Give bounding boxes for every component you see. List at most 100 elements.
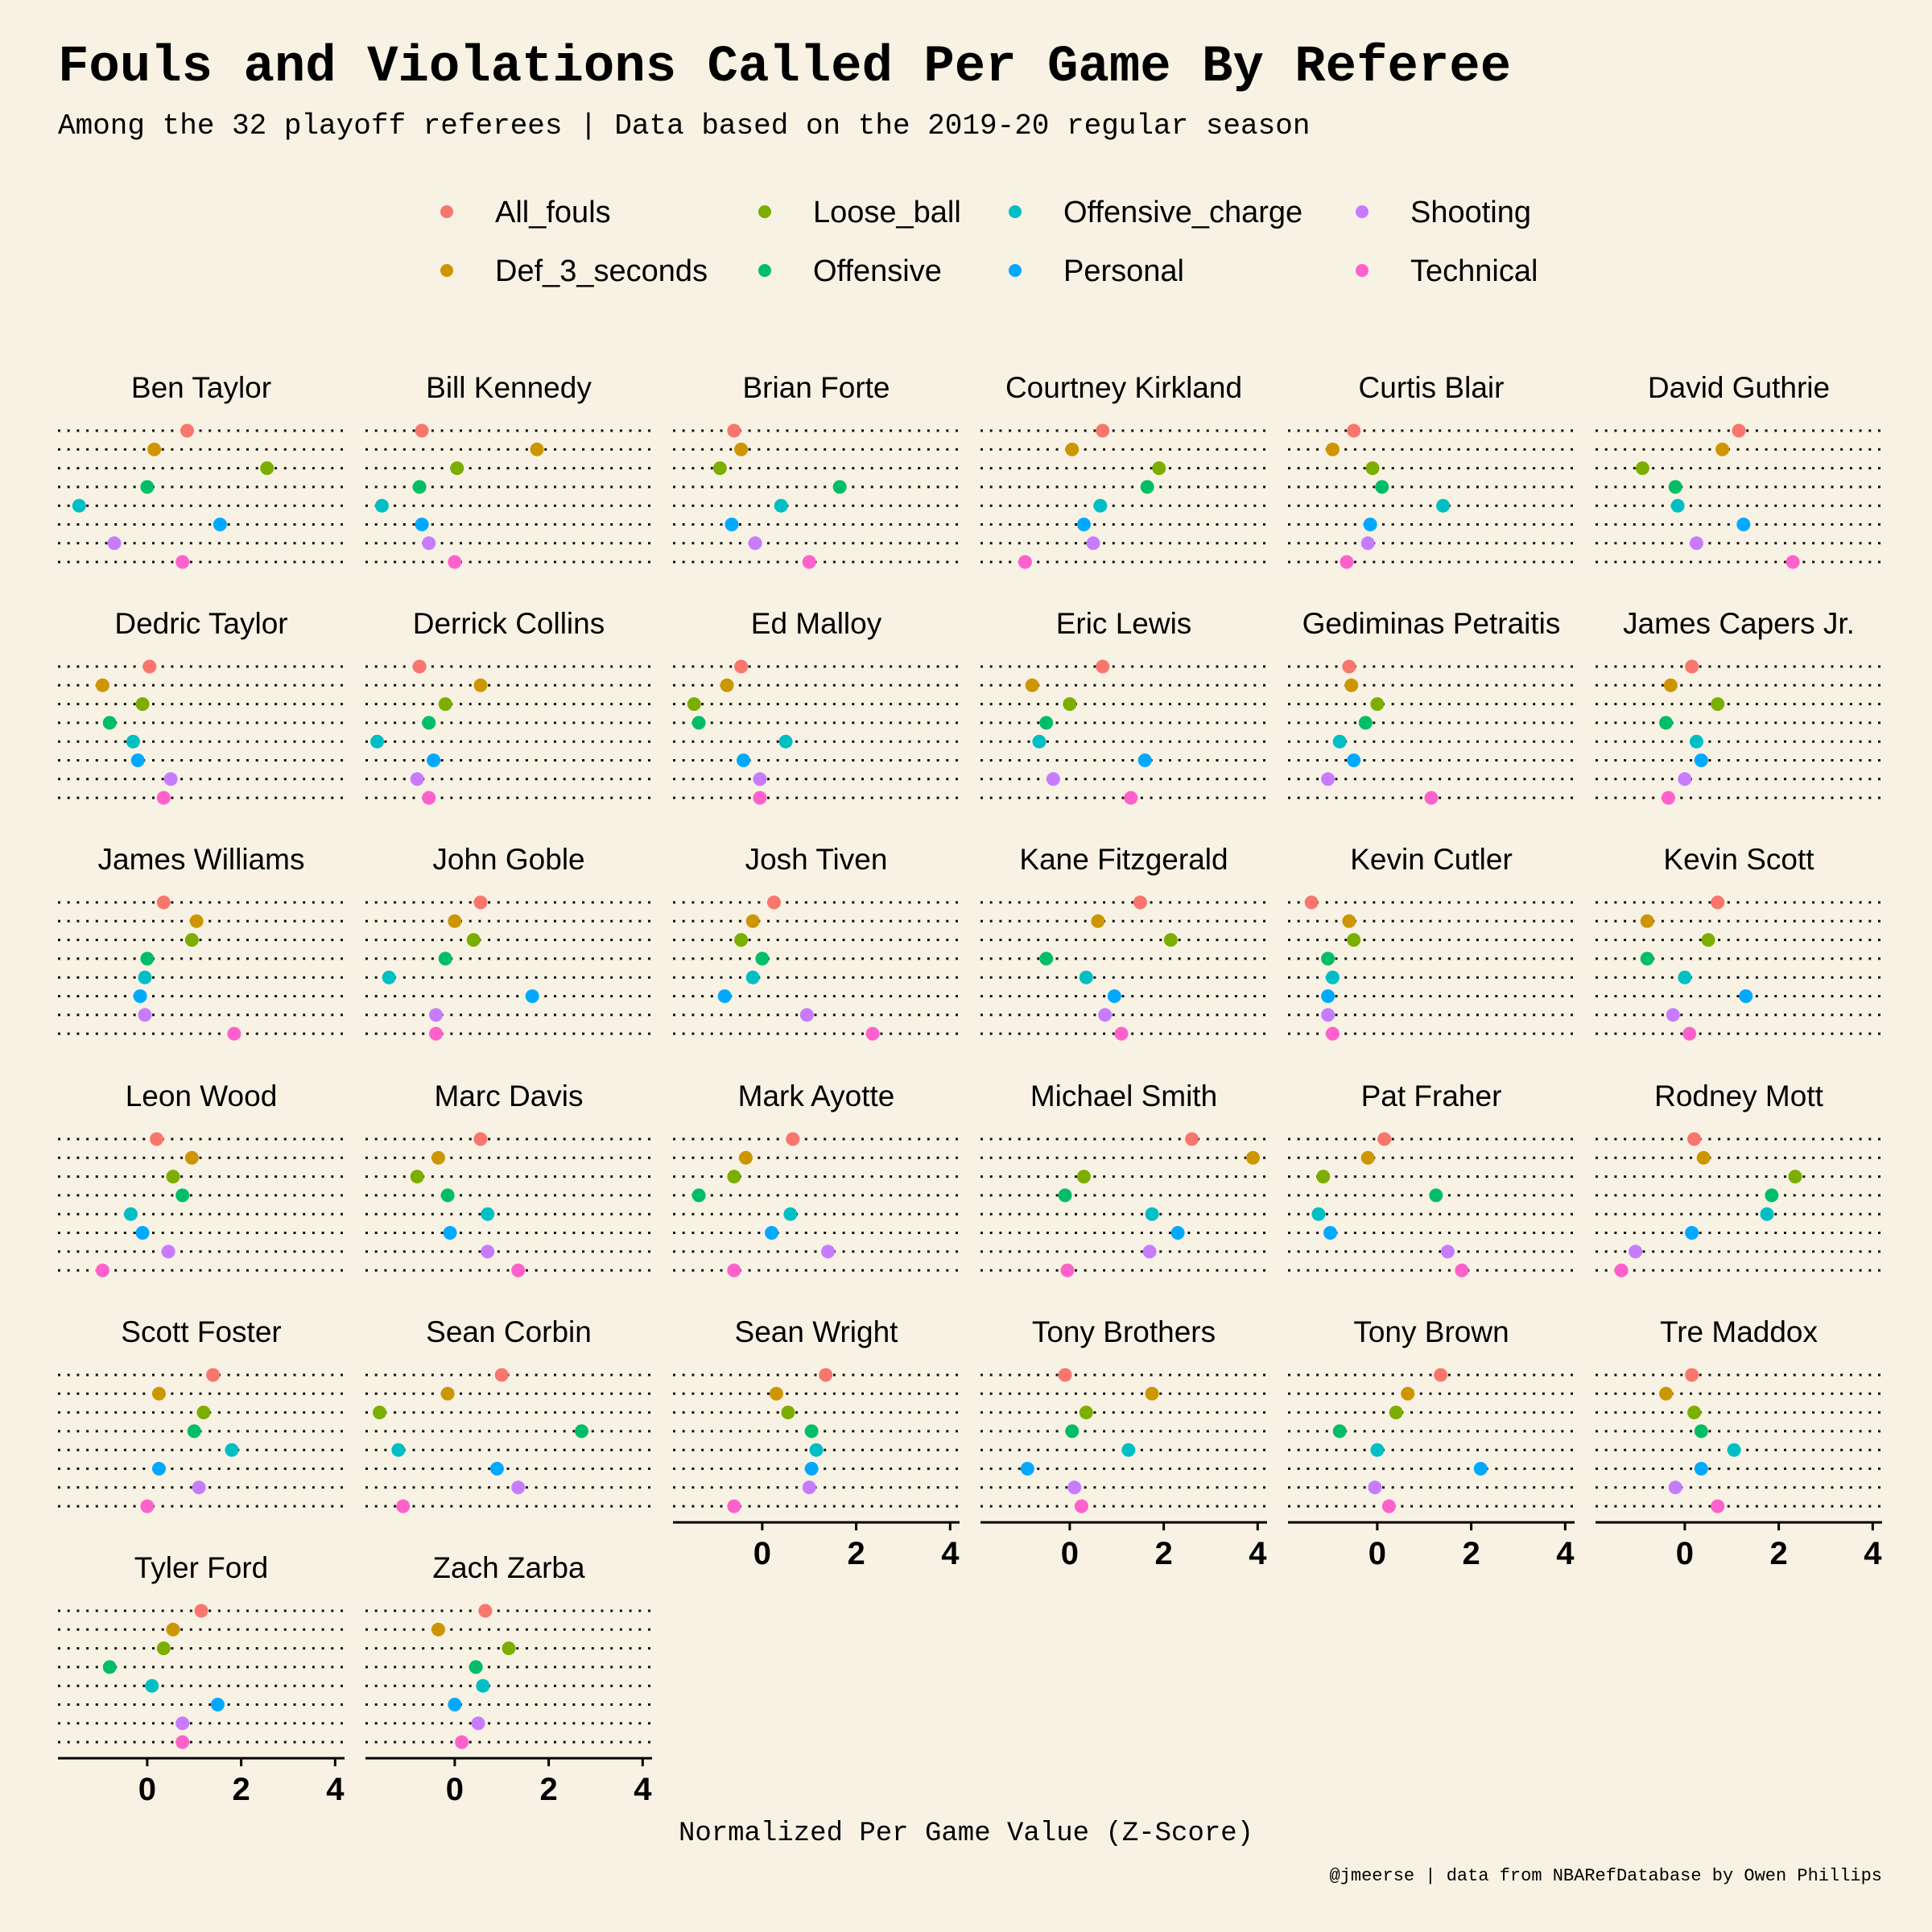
- legend-label: Offensive_charge: [1063, 196, 1302, 229]
- point-offensive-charge: [391, 1443, 406, 1457]
- facet-title: Scott Foster: [121, 1315, 281, 1348]
- point-def-3-seconds: [448, 914, 462, 928]
- facet-panel: Leon Wood: [58, 1080, 345, 1278]
- point-loose-ball: [1389, 1406, 1403, 1420]
- point-all-fouls: [194, 1604, 208, 1618]
- x-tick-label: 0: [446, 1772, 464, 1807]
- point-technical: [175, 555, 190, 569]
- facet-panel: Tony Brown 0 2 4: [1288, 1315, 1575, 1571]
- facet-panel: Josh Tiven: [673, 843, 960, 1041]
- point-personal: [213, 518, 227, 531]
- point-personal: [135, 1226, 150, 1240]
- facet-panel: Curtis Blair: [1288, 371, 1575, 569]
- point-loose-ball: [156, 1641, 171, 1656]
- point-loose-ball: [260, 461, 275, 476]
- point-def-3-seconds: [1640, 914, 1654, 928]
- point-offensive: [140, 480, 155, 494]
- facet-title: Tony Brothers: [1032, 1315, 1216, 1348]
- point-shooting: [481, 1245, 495, 1259]
- point-offensive-charge: [126, 734, 140, 749]
- point-personal: [717, 989, 732, 1003]
- point-def-3-seconds: [431, 1622, 445, 1637]
- facet-title: Dedric Taylor: [114, 607, 287, 640]
- facet-panel: Marc Davis: [365, 1080, 652, 1278]
- facet-panel: Tre Maddox 0 2 4: [1596, 1315, 1882, 1571]
- point-personal: [427, 753, 441, 767]
- facet-title: Bill Kennedy: [426, 371, 592, 404]
- facet-title: Kane Fitzgerald: [1019, 843, 1228, 876]
- point-all-fouls: [1347, 423, 1361, 438]
- point-def-3-seconds: [431, 1150, 445, 1165]
- point-technical: [1661, 791, 1675, 805]
- point-technical: [1682, 1026, 1697, 1041]
- point-shooting: [138, 1008, 152, 1022]
- facet-title: Zach Zarba: [432, 1551, 585, 1584]
- point-personal: [1137, 753, 1152, 767]
- facet-title: Derrick Collins: [413, 607, 605, 640]
- point-offensive: [1375, 480, 1389, 494]
- facet-panel: Ben Taylor: [58, 371, 345, 569]
- point-offensive-charge: [809, 1443, 824, 1457]
- point-offensive: [1694, 1424, 1708, 1439]
- facet-panel: John Goble: [365, 843, 652, 1041]
- point-offensive: [1321, 952, 1335, 966]
- point-offensive: [1058, 1188, 1072, 1203]
- point-def-3-seconds: [734, 442, 749, 456]
- point-shooting: [1321, 1008, 1335, 1022]
- point-offensive-charge: [1093, 498, 1108, 513]
- facet-panel: Kevin Cutler: [1288, 843, 1575, 1041]
- caption: @jmeerse | data from NBARefDatabase by O…: [1329, 1866, 1882, 1886]
- point-def-3-seconds: [440, 1386, 455, 1401]
- x-tick-label: 4: [941, 1536, 960, 1571]
- point-personal: [1739, 989, 1753, 1003]
- facet-title: Rodney Mott: [1654, 1080, 1823, 1113]
- point-def-3-seconds: [95, 678, 109, 692]
- point-shooting: [802, 1480, 816, 1495]
- point-def-3-seconds: [1325, 442, 1340, 456]
- point-technical: [422, 791, 436, 805]
- point-offensive: [691, 716, 706, 730]
- facet-title: John Goble: [432, 843, 584, 876]
- facet-panel: Dedric Taylor: [58, 607, 345, 805]
- point-personal: [443, 1226, 457, 1240]
- point-shooting: [175, 1716, 190, 1731]
- point-technical: [1114, 1026, 1129, 1041]
- legend-label: Technical: [1410, 254, 1538, 288]
- facet-panel: Derrick Collins: [365, 607, 652, 805]
- legend-marker-offensive-charge: [1009, 205, 1022, 218]
- facet-panel: Mark Ayotte: [673, 1080, 960, 1278]
- point-shooting: [107, 536, 122, 551]
- point-all-fouls: [1185, 1132, 1199, 1146]
- point-shooting: [1440, 1245, 1455, 1259]
- point-shooting: [1142, 1245, 1157, 1259]
- point-loose-ball: [373, 1406, 387, 1420]
- x-tick-label: 0: [1676, 1536, 1694, 1571]
- point-technical: [1124, 791, 1138, 805]
- point-offensive-charge: [1332, 734, 1347, 749]
- point-technical: [175, 1735, 190, 1749]
- point-offensive-charge: [1760, 1207, 1774, 1221]
- point-def-3-seconds: [1065, 442, 1080, 456]
- point-offensive: [469, 1660, 483, 1674]
- facet-panel: Kevin Scott: [1596, 843, 1882, 1041]
- facet-title: Curtis Blair: [1359, 371, 1505, 404]
- point-personal: [804, 1462, 819, 1476]
- point-loose-ball: [184, 933, 199, 947]
- point-technical: [1614, 1263, 1629, 1278]
- point-loose-ball: [1347, 933, 1361, 947]
- point-loose-ball: [712, 461, 727, 476]
- point-def-3-seconds: [1145, 1386, 1159, 1401]
- x-tick-label: 0: [138, 1772, 156, 1807]
- point-all-fouls: [1058, 1368, 1072, 1382]
- point-loose-ball: [135, 697, 150, 712]
- facet-panel: Tony Brothers 0 2 4: [980, 1315, 1267, 1571]
- point-technical: [1785, 555, 1800, 569]
- point-offensive: [1332, 1424, 1347, 1439]
- facet-panel: Tyler Ford 0 2 4: [58, 1551, 345, 1807]
- facet-title: Pat Fraher: [1361, 1080, 1502, 1113]
- point-offensive-charge: [774, 498, 788, 513]
- point-technical: [156, 791, 171, 805]
- point-shooting: [753, 772, 767, 786]
- point-technical: [1018, 555, 1032, 569]
- point-technical: [396, 1499, 411, 1513]
